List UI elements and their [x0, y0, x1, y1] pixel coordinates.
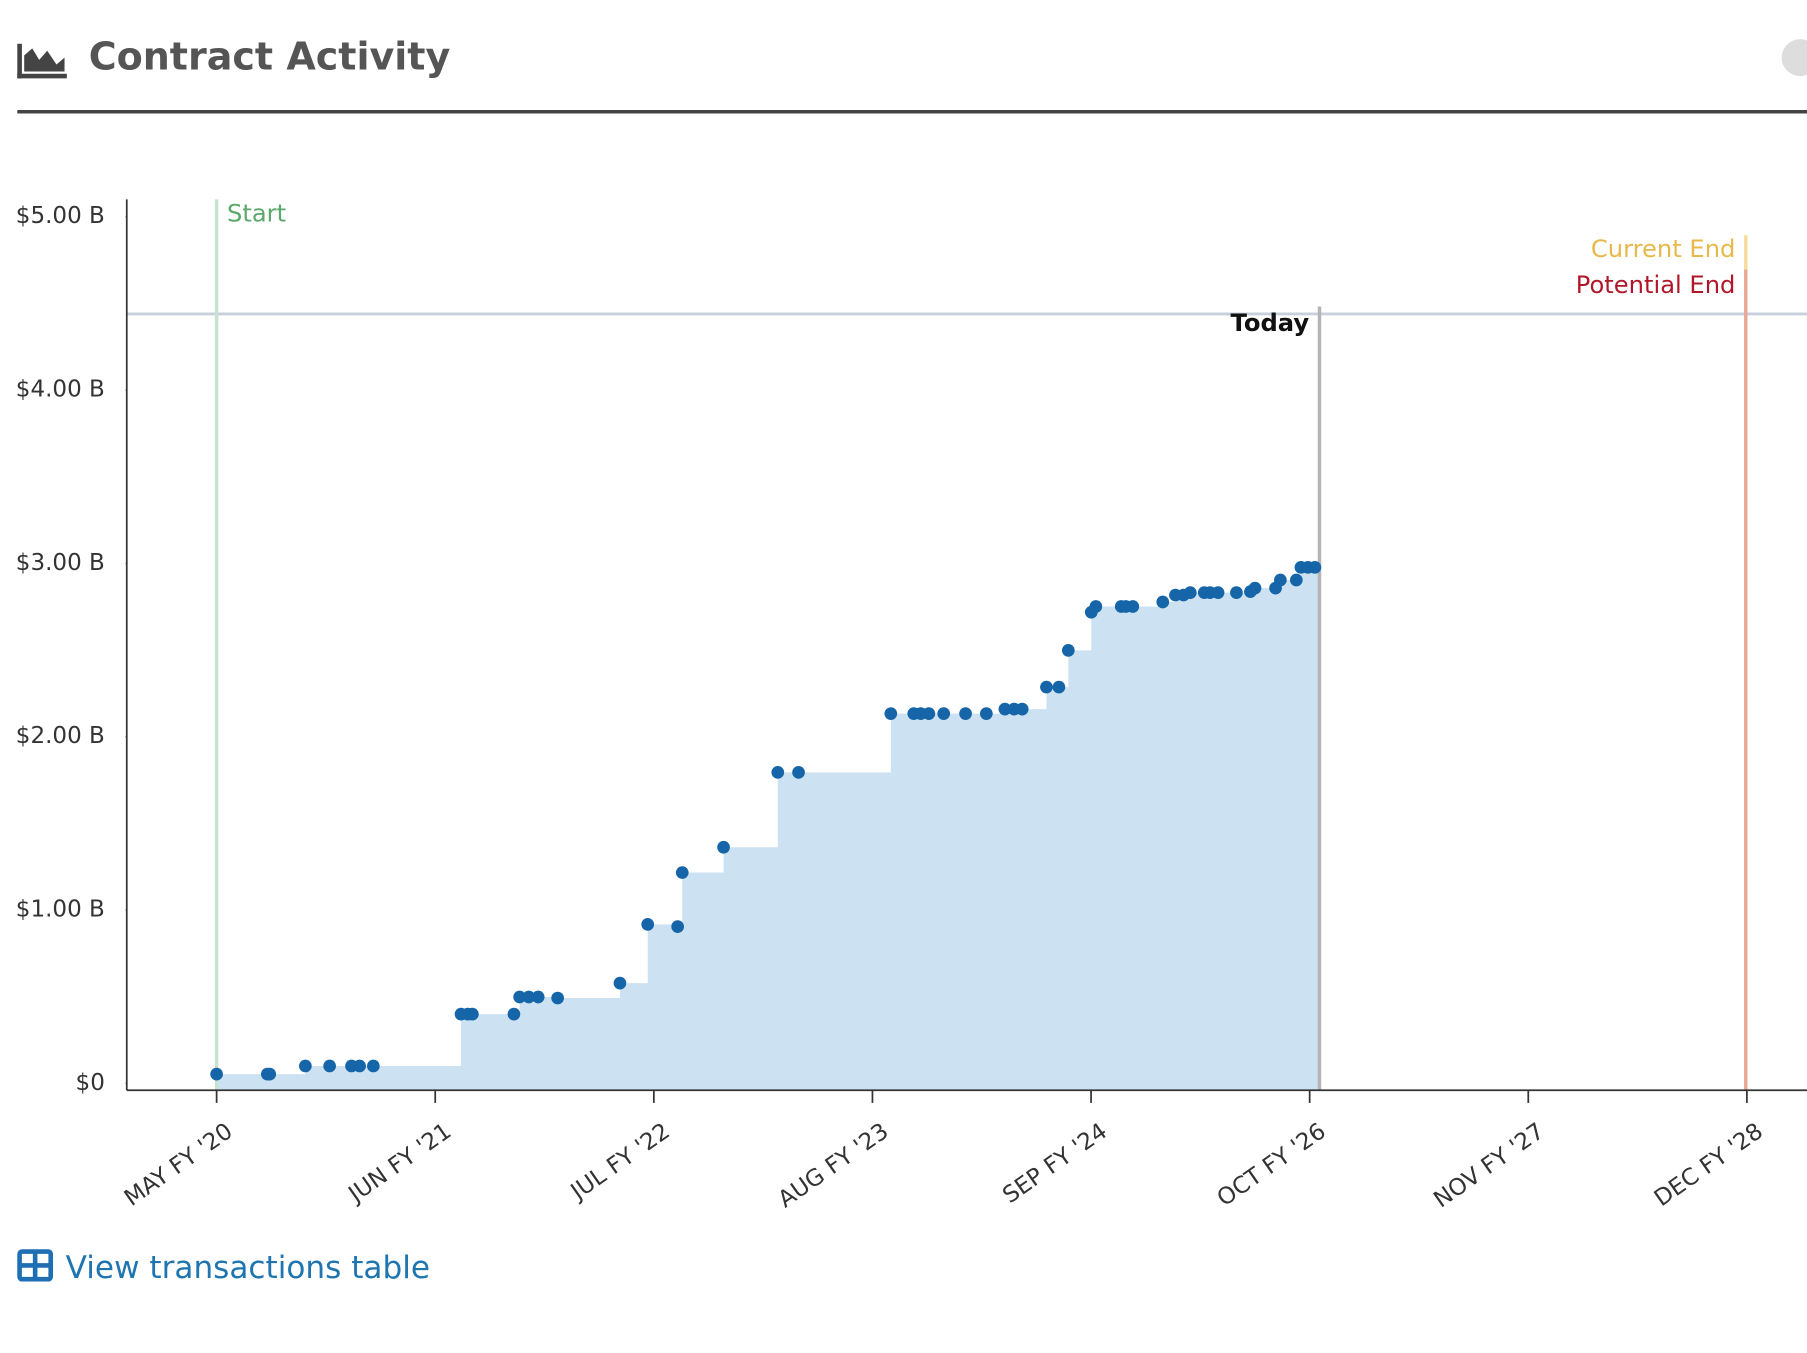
transaction-dot: [1230, 586, 1243, 599]
transaction-dot: [980, 707, 993, 720]
y-tick-label: $3.00 B: [16, 550, 105, 576]
x-tick-label: SEP FY '24: [998, 1118, 1112, 1209]
transaction-dot: [998, 702, 1012, 716]
transaction-dot: [1156, 595, 1170, 609]
marker-label: Today: [1231, 309, 1310, 337]
transaction-dot: [1015, 702, 1029, 716]
info-icon[interactable]: [1781, 39, 1807, 77]
transactions-link[interactable]: View transactions table: [66, 1250, 430, 1286]
transaction-dot: [1211, 586, 1225, 599]
transaction-dot: [1040, 680, 1053, 694]
chart-icon: [17, 43, 67, 79]
transaction-dot: [299, 1059, 312, 1073]
x-tick-label: OCT FY '26: [1213, 1118, 1331, 1211]
transaction-dot: [1183, 586, 1197, 599]
transaction-dot: [1248, 581, 1262, 595]
transaction-dot: [959, 707, 972, 720]
transaction-dot: [641, 918, 655, 931]
x-tick-label: NOV FY '27: [1429, 1118, 1549, 1213]
transaction-dot: [771, 766, 785, 779]
table-icon[interactable]: [17, 1249, 54, 1282]
transaction-dot: [922, 707, 936, 720]
marker-label: Start: [227, 199, 286, 227]
y-tick-label: $4.00 B: [16, 377, 105, 403]
transaction-dot: [671, 920, 685, 933]
y-tick-label: $1.00 B: [16, 896, 105, 922]
transaction-dot: [323, 1059, 336, 1073]
x-tick-label: JUL FY '22: [565, 1118, 675, 1206]
transaction-dot: [531, 990, 545, 1004]
transaction-dot: [1126, 600, 1140, 613]
y-tick-label: $2.00 B: [16, 723, 105, 749]
plot: $0 $1.00 B $2.00 B $3.00 B $4.00 B $5.00 B Sta…: [16, 199, 1807, 1213]
transaction-dot: [507, 1007, 521, 1021]
transaction-dot: [210, 1067, 223, 1081]
x-tick-label: AUG FY '23: [774, 1118, 894, 1213]
transaction-dot: [1274, 573, 1287, 587]
transaction-dot: [367, 1059, 380, 1073]
x-tick-label: MAY FY '20: [120, 1118, 238, 1211]
transaction-dot: [551, 991, 564, 1005]
transaction-dot: [1308, 560, 1322, 574]
transaction-dot: [1061, 644, 1075, 657]
transaction-dot: [1052, 680, 1066, 694]
y-tick-label: $5.00 B: [16, 203, 105, 229]
transaction-dot: [466, 1007, 479, 1021]
transaction-dot: [613, 976, 627, 990]
step-area: [216, 567, 1320, 1091]
transaction-dot: [263, 1067, 277, 1081]
transaction-dot: [522, 990, 536, 1004]
transaction-dot: [884, 707, 898, 720]
header-title: Contract Activity: [89, 34, 451, 78]
transaction-dot: [717, 840, 730, 854]
transaction-dot: [513, 990, 526, 1004]
transaction-dot: [675, 866, 689, 879]
transaction-dot: [1089, 600, 1103, 613]
marker-label: Potential End: [1576, 271, 1736, 299]
y-tick-label: $0: [76, 1070, 105, 1096]
marker-label: Current End: [1591, 235, 1735, 263]
x-tick-label: JUN FY '21: [343, 1118, 457, 1208]
x-tick-label: DEC FY '28: [1650, 1118, 1768, 1212]
transaction-dot: [353, 1059, 366, 1073]
transaction-dot: [1289, 573, 1303, 587]
transaction-dot: [792, 766, 805, 779]
transaction-dot: [937, 707, 951, 720]
